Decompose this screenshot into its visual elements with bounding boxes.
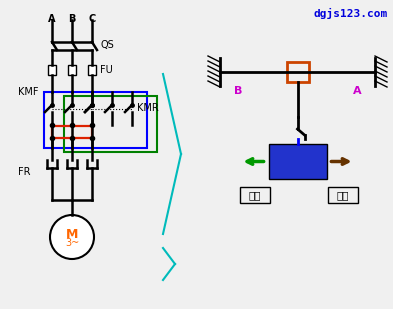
Text: 逆程: 逆程 — [248, 190, 261, 200]
Text: A: A — [48, 14, 56, 24]
Bar — [286, 62, 309, 82]
Bar — [44, 92, 147, 148]
Text: 正程: 正程 — [336, 190, 349, 200]
Text: KMF: KMF — [18, 87, 39, 97]
Text: FU: FU — [100, 65, 113, 75]
Text: B: B — [68, 14, 76, 24]
Bar — [239, 187, 270, 203]
Bar — [268, 144, 327, 179]
Text: M: M — [66, 227, 78, 240]
Bar — [327, 187, 358, 203]
Text: QS: QS — [100, 40, 114, 50]
Text: 3~: 3~ — [65, 238, 79, 248]
Text: A: A — [353, 86, 361, 96]
Text: C: C — [88, 14, 95, 24]
Bar — [64, 96, 157, 152]
Bar — [88, 65, 96, 75]
Circle shape — [50, 215, 94, 259]
Bar — [48, 65, 56, 75]
Text: KMR: KMR — [137, 103, 159, 113]
Bar — [68, 65, 76, 75]
Text: B: B — [234, 86, 242, 96]
Text: dgjs123.com: dgjs123.com — [314, 8, 388, 19]
Text: FR: FR — [18, 167, 31, 177]
